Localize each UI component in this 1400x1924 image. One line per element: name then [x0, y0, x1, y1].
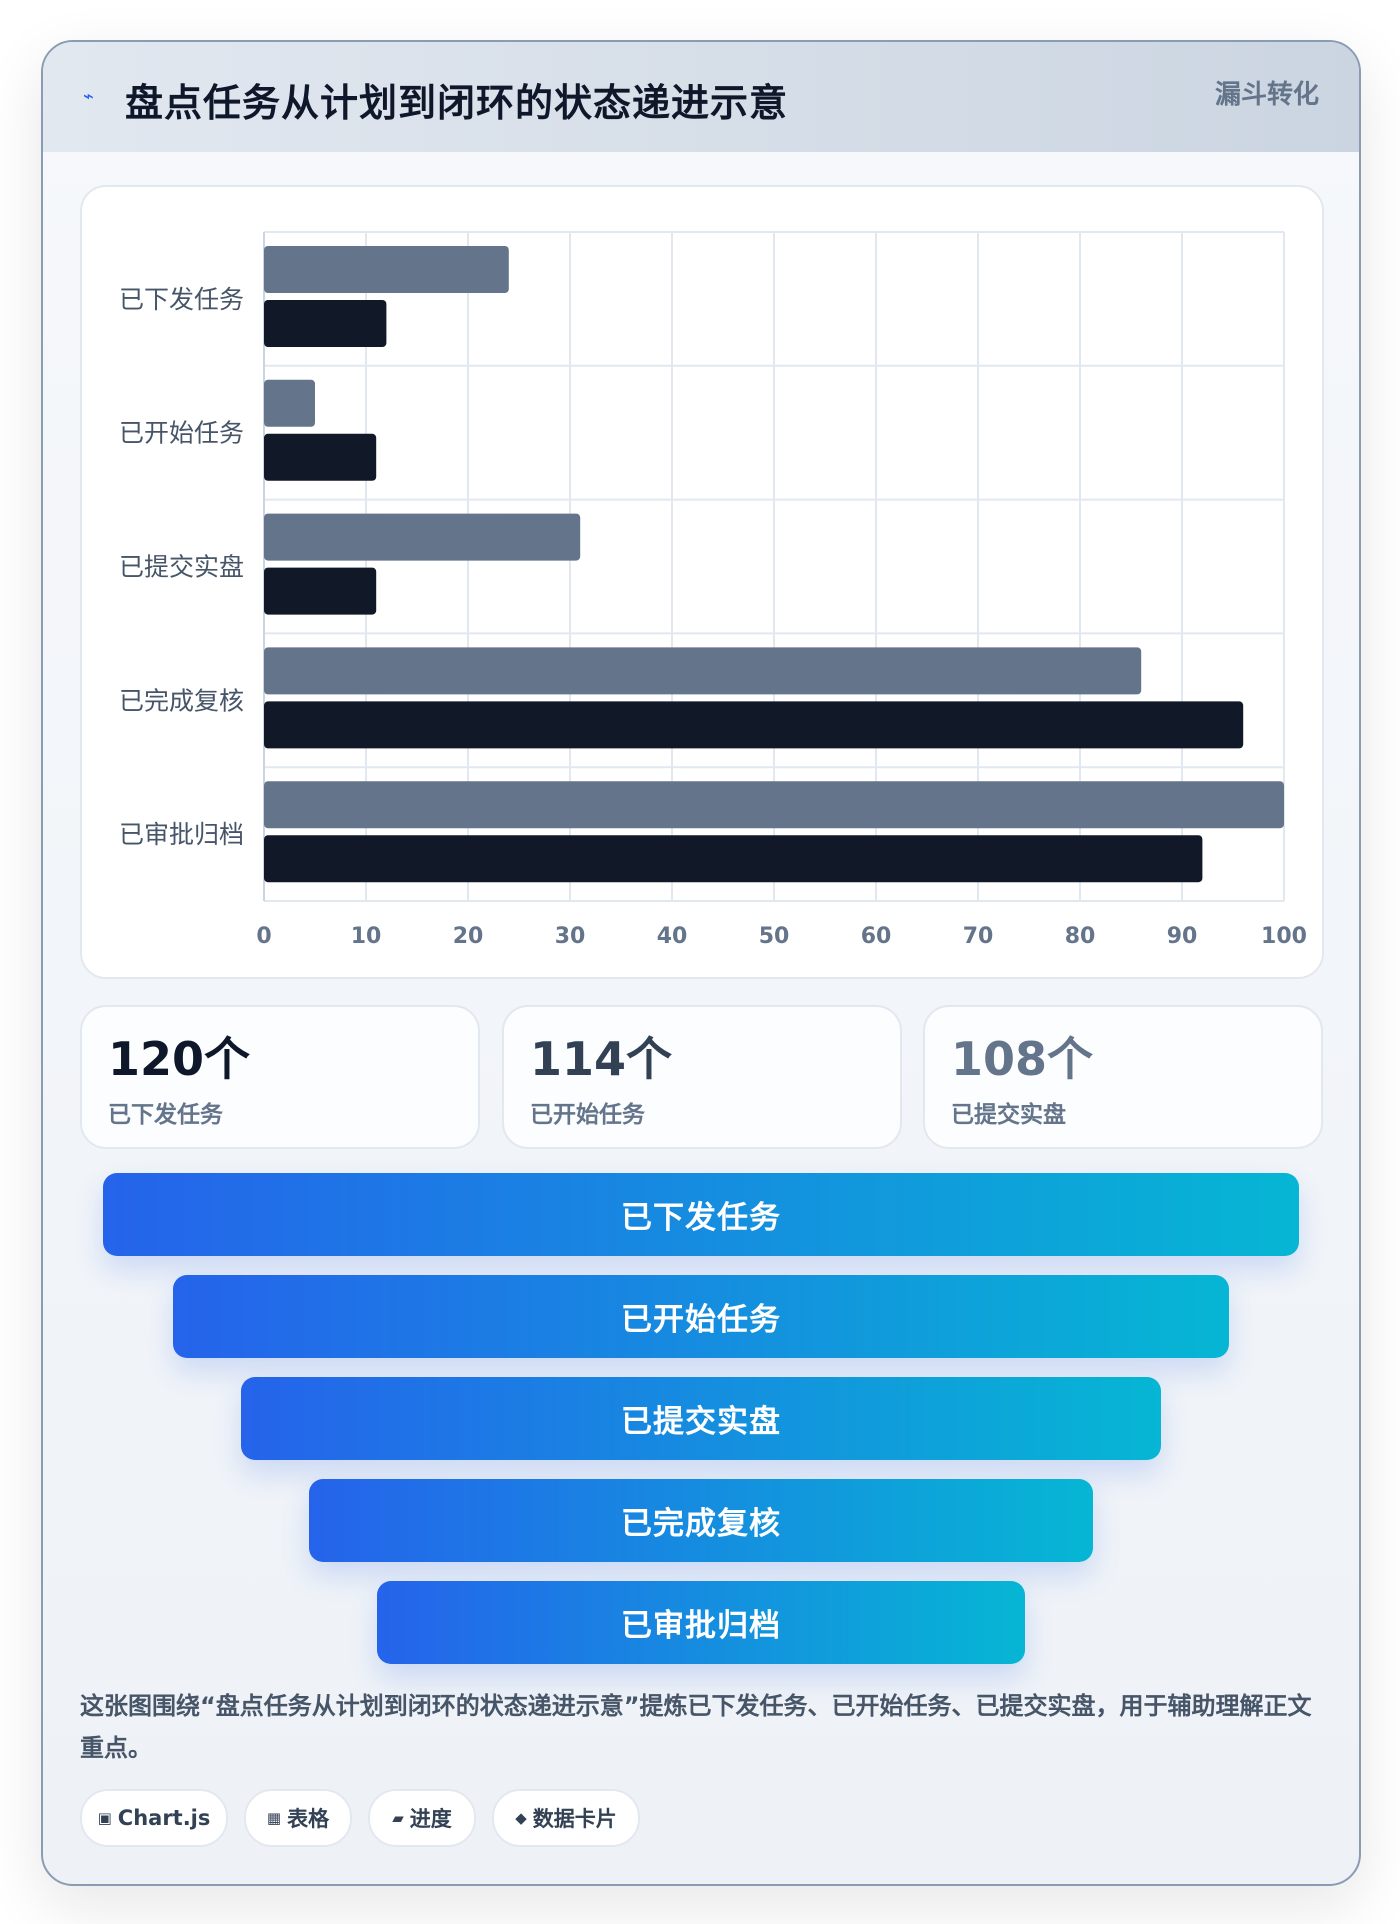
- funnel-stage: 已下发任务: [103, 1173, 1299, 1256]
- kpi-row: 120个 已下发任务 114个 已开始任务 108个 已提交实盘: [80, 1005, 1323, 1149]
- main-card: ⌁ 盘点任务从计划到闭环的状态递进示意 漏斗转化 已下发任务 已开始任务 已提交实盘…: [41, 40, 1361, 1886]
- chip-label: 数据卡片: [532, 1807, 617, 1831]
- kpi-label: 已提交实盘: [951, 1102, 1066, 1128]
- x-tick-label: 20: [453, 924, 484, 949]
- chart-panel: 已下发任务已开始任务已提交实盘已完成复核已审批归档 0 10 20 30 40 50 60 70…: [80, 185, 1324, 979]
- x-tick-label: 90: [1167, 924, 1198, 949]
- y-tick-label: 已完成复核: [119, 686, 244, 715]
- y-tick-label: 已开始任务: [119, 419, 244, 448]
- card-header: ⌁ 盘点任务从计划到闭环的状态递进示意 漏斗转化: [43, 42, 1359, 152]
- funnel-stage: 已提交实盘: [241, 1377, 1161, 1460]
- y-tick-label: 已提交实盘: [119, 553, 244, 582]
- chip-chartjs[interactable]: ▣ Chart.js: [80, 1789, 228, 1847]
- bar: [264, 781, 1284, 829]
- table-icon: ▦: [266, 1809, 282, 1827]
- data-card-icon: ◆: [515, 1809, 527, 1827]
- lightning-icon: ⌁: [83, 86, 94, 107]
- x-tick-label: 50: [759, 924, 790, 949]
- kpi-value: 108个: [951, 1032, 1094, 1086]
- chip-label: 进度: [409, 1807, 452, 1831]
- page-title: 盘点任务从计划到闭环的状态递进示意: [125, 81, 789, 125]
- x-tick-label: 0: [256, 924, 271, 949]
- x-tick-label: 40: [657, 924, 688, 949]
- funnel-stage: 已完成复核: [309, 1479, 1093, 1562]
- kpi-value: 114个: [530, 1032, 673, 1086]
- kpi-label: 已开始任务: [530, 1102, 645, 1128]
- chart-type-tag: 漏斗转化: [1214, 80, 1319, 110]
- x-tick-label: 60: [861, 924, 892, 949]
- y-tick-label: 已下发任务: [119, 285, 244, 314]
- bar: [264, 513, 581, 561]
- kpi-value: 120个: [108, 1032, 251, 1086]
- x-tick-label: 30: [555, 924, 586, 949]
- chart-icon: ▣: [97, 1809, 112, 1827]
- kpi-label: 已下发任务: [108, 1102, 223, 1128]
- chart-description: 这张图围绕“盘点任务从计划到闭环的状态递进示意”提炼已下发任务、已开始任务、已提…: [80, 1692, 1312, 1762]
- chip-progress[interactable]: ▰ 进度: [368, 1789, 476, 1847]
- x-tick-label: 10: [351, 924, 382, 949]
- funnel-stage: 已审批归档: [377, 1581, 1025, 1664]
- progress-icon: ▰: [392, 1809, 404, 1827]
- bar: [264, 433, 377, 481]
- chip-label: 表格: [287, 1807, 330, 1831]
- chip-label: Chart.js: [117, 1806, 211, 1830]
- kpi-card: 108个 已提交实盘: [923, 1005, 1323, 1149]
- kpi-card: 120个 已下发任务: [80, 1005, 480, 1149]
- chip-data-card[interactable]: ◆ 数据卡片: [492, 1789, 640, 1847]
- x-tick-label: 70: [963, 924, 994, 949]
- bar: [264, 246, 509, 293]
- bar: [264, 647, 1142, 695]
- x-tick-label: 100: [1261, 924, 1307, 949]
- bar: [264, 300, 387, 347]
- bar: [264, 567, 377, 615]
- x-tick-label: 80: [1065, 924, 1096, 949]
- chip-table[interactable]: ▦ 表格: [244, 1789, 352, 1847]
- bar: [264, 379, 315, 427]
- bar: [264, 701, 1244, 749]
- bar: [264, 835, 1203, 883]
- funnel-stage: 已开始任务: [173, 1275, 1229, 1358]
- y-tick-label: 已审批归档: [119, 820, 244, 849]
- kpi-card: 114个 已开始任务: [502, 1005, 902, 1149]
